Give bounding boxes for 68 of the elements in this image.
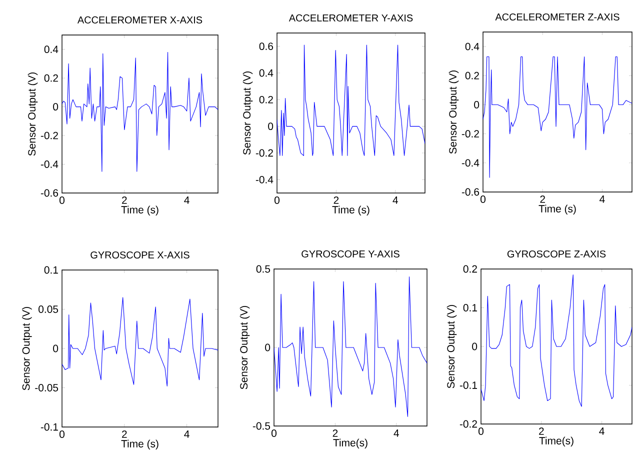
- y-tick-label: 0.2: [44, 74, 58, 82]
- y-axis-title: Sensor Output (V): [242, 72, 253, 155]
- x-tick-label: 0: [60, 196, 65, 204]
- y-axis-title: Sensor Output (V): [28, 72, 38, 156]
- y-tick-label: -0.4: [40, 160, 58, 168]
- x-axis-title: Time (s): [121, 206, 158, 216]
- x-tick-label: 2: [332, 430, 338, 437]
- y-tick-label: -0.05: [35, 384, 58, 392]
- chart-title: ACCELEROMETER Z-AXIS: [495, 13, 620, 20]
- y-tick-label: 0.4: [44, 46, 58, 54]
- y-axis-title: Sensor Output (V): [446, 305, 457, 388]
- x-axis-title: Time(s): [333, 438, 368, 448]
- y-tick-label: 0: [265, 344, 270, 352]
- y-tick-label: 0: [474, 101, 480, 108]
- y-tick-label: 0: [268, 122, 274, 130]
- x-tick-label: 4: [184, 430, 190, 438]
- x-tick-label: 4: [600, 196, 605, 203]
- x-tick-label: 2: [334, 196, 339, 204]
- x-tick-label: 4: [184, 196, 190, 204]
- y-tick-label: 0.5: [256, 265, 270, 273]
- y-tick-label: -0.6: [40, 189, 58, 197]
- x-tick-label: 0: [274, 196, 280, 204]
- y-tick-label: 0.1: [463, 304, 477, 312]
- x-axis-title: Time (s): [538, 204, 576, 214]
- chart-title: GYROSCOPE Z-AXIS: [507, 250, 606, 258]
- y-tick-label: -0.1: [460, 382, 477, 389]
- y-axis-title: Sensor Output (V): [448, 70, 459, 154]
- y-tick-label: 0: [53, 344, 58, 352]
- y-tick-label: 0.2: [259, 96, 273, 104]
- y-tick-label: -0.1: [40, 423, 58, 431]
- y-tick-label: 0.2: [465, 72, 479, 80]
- y-tick-label: 0.6: [259, 42, 274, 50]
- x-axis-title: Time (s): [332, 206, 370, 216]
- y-tick-label: 0.2: [463, 265, 477, 273]
- chart-title: GYROSCOPE Y-AXIS: [302, 250, 400, 258]
- line-series: [62, 52, 218, 172]
- y-tick-label: 0.4: [259, 69, 274, 77]
- x-tick-label: 2: [122, 430, 127, 438]
- x-tick-label: 2: [540, 196, 545, 203]
- chart-title: GYROSCOPE X-AXIS: [90, 251, 190, 258]
- y-tick-label: -0.2: [256, 149, 273, 157]
- y-tick-label: 0.1: [44, 266, 58, 274]
- x-tick-label: 4: [394, 430, 399, 437]
- line-series: [481, 274, 632, 407]
- y-tick-label: -0.4: [462, 159, 480, 167]
- x-axis-title: Time (s): [121, 440, 158, 450]
- y-tick-label: 0: [472, 342, 478, 350]
- y-axis-title: Sensor Output (V): [22, 307, 32, 390]
- y-tick-label: 0: [53, 103, 58, 111]
- x-tick-label: 4: [599, 428, 604, 435]
- y-tick-label: -0.2: [460, 420, 477, 428]
- x-axis-title: Time(s): [539, 436, 574, 446]
- x-tick-label: 4: [392, 196, 398, 204]
- x-tick-label: 2: [539, 428, 544, 435]
- chart-title: ACCELEROMETER X-AXIS: [77, 16, 202, 24]
- y-axis-title: Sensor Output (V): [240, 306, 250, 390]
- y-tick-label: -0.2: [462, 130, 479, 138]
- y-tick-label: 0.05: [38, 306, 58, 313]
- y-tick-label: -0.4: [256, 176, 274, 184]
- y-tick-label: -0.5: [252, 422, 270, 430]
- x-tick-label: 2: [122, 196, 127, 204]
- y-tick-label: -0.2: [40, 132, 58, 140]
- line-series: [62, 297, 218, 386]
- x-tick-label: 0: [60, 430, 65, 438]
- y-tick-label: 0.4: [465, 42, 480, 50]
- x-tick-label: 0: [480, 196, 486, 203]
- chart-title: ACCELEROMETER Y-AXIS: [288, 14, 413, 22]
- y-tick-label: -0.6: [462, 188, 480, 196]
